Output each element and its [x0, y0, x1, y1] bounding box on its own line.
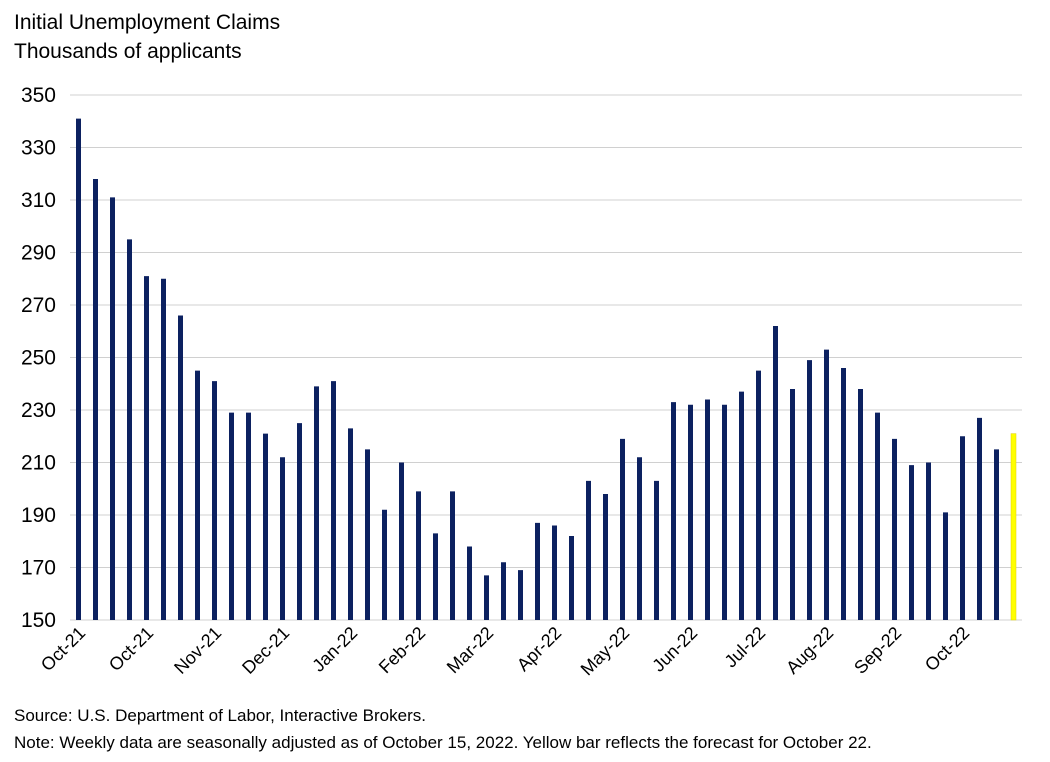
bar — [535, 522, 540, 620]
bar — [382, 509, 387, 620]
x-tick-label: Jul-22 — [721, 623, 770, 672]
y-tick-label: 190 — [21, 504, 56, 527]
y-tick-label: 350 — [21, 84, 56, 107]
bar — [688, 404, 693, 620]
bar — [144, 276, 149, 620]
bar — [93, 179, 98, 620]
y-tick-label: 170 — [21, 557, 56, 580]
bar — [246, 412, 251, 620]
bar — [263, 433, 268, 620]
bar — [178, 315, 183, 620]
bar — [994, 449, 999, 620]
y-tick-label: 250 — [21, 347, 56, 370]
y-tick-label: 150 — [21, 609, 56, 632]
bar — [943, 512, 948, 620]
x-tick-label: Mar-22 — [443, 623, 497, 677]
bar — [433, 533, 438, 620]
bars — [76, 118, 1017, 621]
bar — [892, 438, 897, 620]
footnote: Note: Weekly data are seasonally adjuste… — [14, 733, 872, 752]
x-tick-label: May-22 — [577, 623, 634, 680]
y-tick-label: 290 — [21, 242, 56, 265]
x-tick-label: Oct-21 — [105, 623, 157, 675]
bar — [161, 278, 166, 620]
x-tick-label: Sep-22 — [850, 623, 905, 678]
bar — [212, 381, 217, 620]
bar — [722, 404, 727, 620]
bar — [297, 423, 302, 620]
x-tick-label: Oct-22 — [921, 623, 973, 675]
bar — [110, 197, 115, 620]
bar — [671, 402, 676, 620]
bar — [399, 462, 404, 620]
bar — [654, 480, 659, 620]
y-tick-label: 330 — [21, 137, 56, 160]
bar — [467, 546, 472, 620]
y-tick-label: 230 — [21, 399, 56, 422]
bar — [807, 360, 812, 620]
bar — [280, 457, 285, 620]
y-tick-label: 310 — [21, 189, 56, 212]
y-axis-ticks: 150 170 190 210 230 250 270 290 310 330 350 — [21, 84, 56, 632]
chart-subtitle: Thousands of applicants — [14, 40, 242, 63]
bar — [773, 326, 778, 620]
bar — [960, 436, 965, 620]
chart-title: Initial Unemployment Claims — [14, 11, 281, 34]
bar — [348, 428, 353, 620]
bar — [314, 386, 319, 620]
bar — [909, 465, 914, 620]
bar — [637, 457, 642, 620]
bar — [841, 368, 846, 620]
bar — [569, 536, 574, 620]
x-tick-label: Jun-22 — [648, 623, 701, 676]
bar — [450, 491, 455, 620]
x-tick-label: Aug-22 — [782, 623, 837, 678]
x-tick-label: Feb-22 — [375, 623, 429, 677]
bar — [365, 449, 370, 620]
source-note: Source: U.S. Department of Labor, Intera… — [14, 706, 426, 725]
y-tick-label: 210 — [21, 452, 56, 475]
bar — [127, 239, 132, 620]
bar — [586, 480, 591, 620]
y-tick-label: 270 — [21, 294, 56, 317]
bar — [484, 575, 489, 620]
bar-chart: 150 170 190 210 230 250 270 290 310 330 350 Oct-21… — [21, 84, 1022, 680]
bar — [331, 381, 336, 620]
bar — [501, 562, 506, 620]
bar — [518, 570, 523, 620]
bar — [552, 525, 557, 620]
x-tick-label: Nov-21 — [170, 623, 225, 678]
x-tick-label: Jan-22 — [308, 623, 361, 676]
bar — [603, 494, 608, 620]
bar — [977, 417, 982, 620]
bar — [739, 391, 744, 620]
x-tick-label: Apr-22 — [513, 623, 565, 675]
bar — [416, 491, 421, 620]
bar — [620, 438, 625, 620]
gridlines — [70, 94, 1022, 621]
bar — [926, 462, 931, 620]
bar — [705, 399, 710, 620]
bar — [229, 412, 234, 620]
bar — [756, 370, 761, 620]
bar — [875, 412, 880, 620]
bar — [76, 118, 81, 620]
bar — [195, 370, 200, 620]
bar — [858, 389, 863, 620]
x-axis-ticks: Oct-21 Oct-21 Nov-21 Dec-21 Jan-22 Feb-22 Mar-… — [37, 623, 973, 680]
bar — [790, 389, 795, 620]
bar — [824, 349, 829, 620]
forecast-bar — [1010, 433, 1017, 621]
x-tick-label: Dec-21 — [238, 623, 293, 678]
